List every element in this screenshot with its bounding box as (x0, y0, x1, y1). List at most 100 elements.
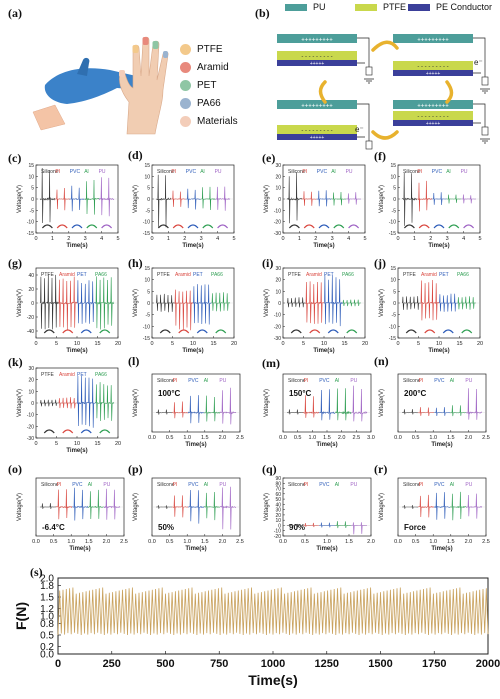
x-tick-label: 0 (396, 236, 399, 242)
panel-label-r: (r) (374, 462, 388, 476)
gesture-icon (461, 329, 473, 334)
signal-PVC (316, 190, 332, 207)
y-axis-label: Voltage(V) (379, 493, 385, 521)
x-axis-label: Time(s) (431, 546, 452, 552)
x-tick-label: 15 (94, 341, 100, 347)
y-tick-label: -20 (27, 424, 34, 430)
series-label: Al (88, 482, 92, 488)
y-tick-label: 40 (275, 502, 281, 508)
pe-conductor-layer (393, 70, 473, 76)
x-axis-label: Time(s) (248, 672, 298, 688)
signal-Al (84, 179, 100, 215)
x-axis-label: Time(s) (313, 243, 334, 249)
y-tick-label: 40 (28, 273, 34, 279)
signal-Silicone (286, 172, 303, 224)
charge-plus: +++++++++ (417, 38, 449, 44)
series-label: Silicone (288, 169, 306, 175)
stage-separate: +++++++++ - - - - - - - - -+++++ (393, 34, 490, 94)
y-tick-label: -30 (274, 231, 281, 237)
x-tick-label: 3 (331, 236, 334, 242)
series-label: PU (465, 482, 472, 488)
charge-minus: - - - - - - - - - (417, 114, 448, 120)
series-label: PET (77, 272, 87, 278)
condition-annotation: 150°C (289, 389, 312, 398)
x-tick-label: 1.5 (447, 435, 455, 441)
gesture-icon (196, 329, 208, 334)
x-tick-label: 5 (171, 341, 174, 347)
series-label: PI (419, 482, 424, 488)
series-label: PI (55, 169, 60, 175)
x-tick-label: 10 (321, 341, 327, 347)
series-label: PU (346, 169, 353, 175)
x-tick-label: 1.5 (85, 539, 93, 545)
x-tick-label: 1.0 (429, 539, 437, 545)
chart-n: 0.0 0.5 1.0 1.5 2.0 2.5 Time(s) Voltage(V) Silic… (379, 373, 490, 448)
gesture-icon (418, 224, 430, 229)
x-tick-label: 4 (216, 236, 219, 242)
x-axis-label: Time(s) (185, 442, 206, 448)
y-tick-label: -10 (389, 220, 396, 226)
condition-annotation: -6.4°C (42, 523, 65, 532)
panel-label-i: (i) (262, 256, 274, 270)
x-tick-label: 0 (396, 341, 399, 347)
y-tick-label: 0 (31, 401, 34, 407)
chart-m: 0.0 0.5 1.0 1.5 2.0 2.5 3.0 Time(s) Voltage(V) Si… (264, 373, 375, 448)
x-axis-label: Time(s) (431, 442, 452, 448)
series-label: PET (77, 372, 87, 378)
x-tick-label: 0.0 (148, 435, 156, 441)
x-tick-label: 15 (210, 341, 216, 347)
x-tick-label: 0.5 (412, 435, 420, 441)
series-label: PI (304, 482, 309, 488)
x-tick-label: 0 (34, 236, 37, 242)
series-label: PVC (319, 482, 330, 488)
gesture-icon (56, 224, 68, 229)
series-label: PU (350, 482, 357, 488)
signal-PU (465, 388, 483, 420)
condition-annotation: 90% (289, 523, 305, 532)
y-tick-label: 2.0 (40, 574, 54, 585)
y-tick-label: -30 (27, 436, 34, 442)
series-label: Silicone (288, 378, 306, 384)
x-tick-label: 10 (436, 341, 442, 347)
series-label: PET (193, 272, 203, 278)
x-tick-label: 1500 (368, 658, 392, 670)
y-tick-label: 1.2 (40, 604, 54, 615)
series-label: Al (450, 482, 454, 488)
signal-PU (219, 387, 237, 425)
x-tick-label: 5 (116, 236, 119, 242)
y-tick-label: -30 (274, 336, 281, 342)
finger-tip-pet (152, 41, 159, 49)
x-tick-label: 5 (232, 236, 235, 242)
condition-annotation: 50% (158, 523, 174, 532)
y-tick-label: -5 (146, 208, 151, 214)
electron-label: e⁻ (355, 125, 364, 134)
finger-tip-pa66 (163, 51, 168, 58)
x-tick-label: 1.0 (309, 435, 317, 441)
series-label: PTFE (41, 372, 54, 378)
y-tick-label: -20 (274, 220, 281, 226)
cycle-arrow-icon (371, 130, 399, 140)
signal-Silicone (401, 409, 419, 415)
signal-Al (449, 405, 467, 417)
x-tick-label: 4 (462, 236, 465, 242)
gesture-icon (433, 224, 445, 229)
y-axis-label: Voltage(V) (17, 185, 23, 213)
y-axis-label: Voltage(V) (379, 389, 385, 417)
legend-b-item: PTFE (355, 2, 406, 12)
pu-layer (393, 34, 473, 43)
y-tick-label: 20 (275, 174, 281, 180)
x-tick-label: 0 (34, 341, 37, 347)
y-tick-label: 5 (147, 289, 150, 295)
x-axis-label: Time(s) (66, 243, 87, 249)
x-tick-label: 0.5 (166, 435, 174, 441)
legend-a-label: Materials (197, 116, 238, 127)
charge-plus-small: +++++ (310, 61, 325, 67)
signal-PI (54, 187, 70, 211)
series-label: PI (173, 378, 178, 384)
x-tick-label: 20 (115, 341, 121, 347)
gesture-icon (159, 329, 171, 334)
